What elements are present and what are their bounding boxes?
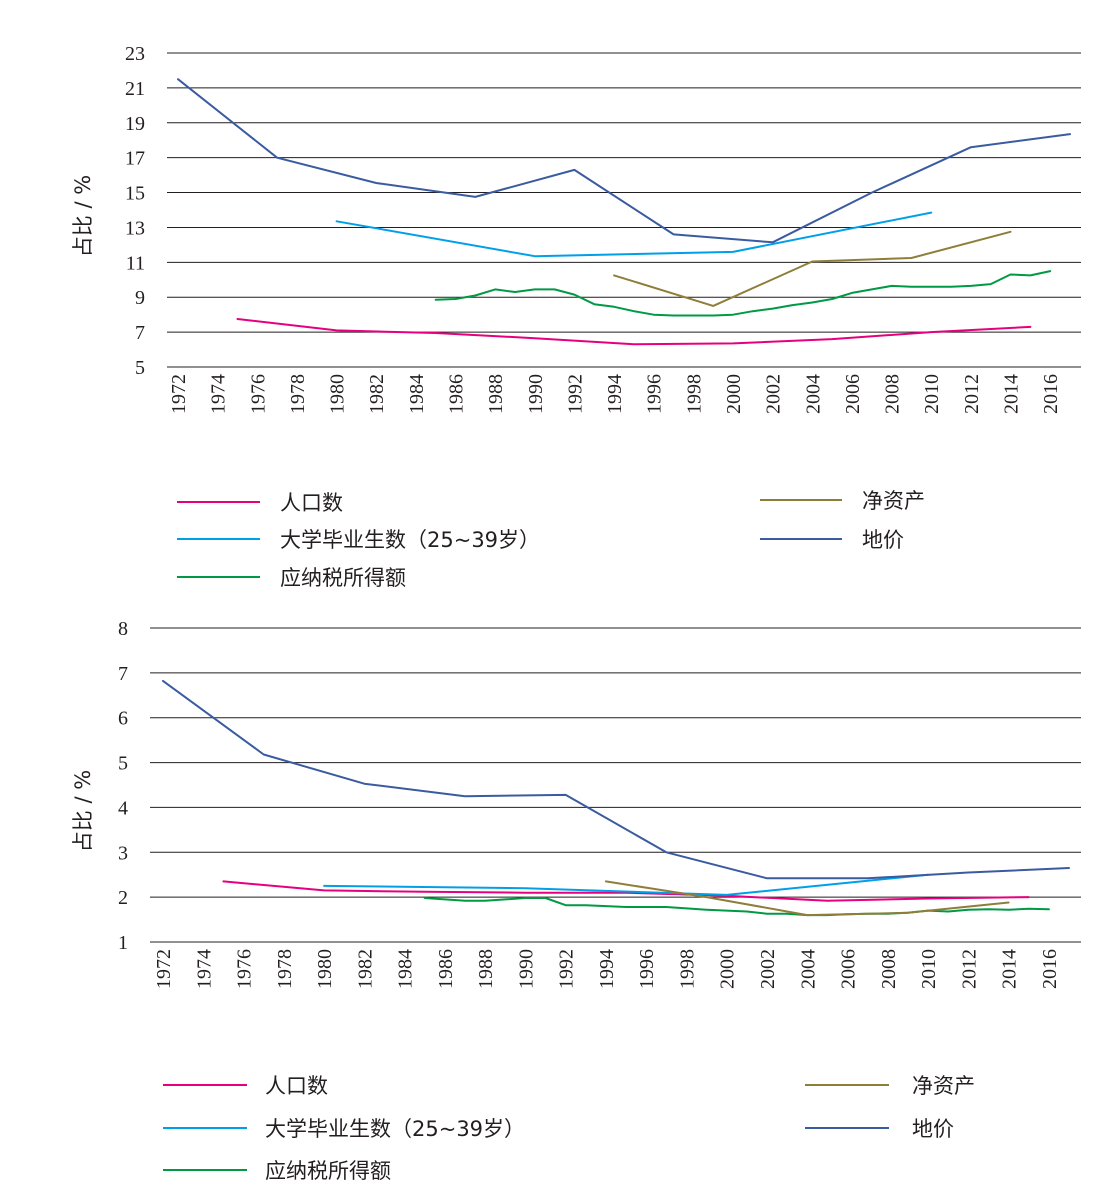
x-tick-label: 1994	[596, 949, 618, 989]
x-tick-label: 2006	[842, 374, 864, 414]
series-line	[423, 897, 1050, 917]
y-tick-label: 9	[135, 287, 145, 309]
y-tick-label: 21	[125, 78, 145, 100]
x-tick-label: 1998	[676, 949, 698, 989]
x-tick-label: 2000	[723, 374, 745, 414]
y-tick-label: 7	[135, 322, 145, 344]
x-tick-label: 1976	[247, 374, 269, 414]
y-tick-label: 17	[125, 148, 145, 170]
x-tick-label: 1976	[234, 949, 256, 989]
series-line	[162, 679, 1070, 880]
x-tick-label: 2016	[1040, 374, 1062, 414]
x-tick-label: 1972	[153, 949, 175, 989]
x-tick-label: 2010	[918, 949, 940, 989]
x-tick-label: 2004	[802, 374, 824, 414]
x-tick-label: 2004	[797, 949, 819, 989]
x-tick-label: 2006	[838, 949, 860, 989]
y-tick-label: 6	[118, 708, 128, 730]
x-tick-label: 1984	[395, 949, 417, 989]
x-tick-label: 2014	[1001, 374, 1023, 414]
x-tick-label: 1986	[435, 949, 457, 989]
x-tick-label: 1990	[525, 374, 547, 414]
y-tick-label: 11	[126, 252, 145, 274]
y-tick-label: 13	[125, 217, 145, 239]
x-tick-label: 2002	[757, 949, 779, 989]
x-tick-label: 1992	[564, 374, 586, 414]
series-line	[613, 230, 1012, 307]
series-line	[335, 211, 933, 258]
legend-label: 净资产	[862, 489, 925, 513]
x-tick-label: 1994	[604, 374, 626, 414]
x-tick-label: 2012	[958, 949, 980, 989]
x-tick-label: 1972	[168, 374, 190, 414]
x-tick-label: 2008	[882, 374, 904, 414]
series-line	[222, 880, 1030, 902]
legend-label: 人口数	[280, 491, 343, 515]
x-tick-label: 1982	[354, 949, 376, 989]
series-line	[434, 270, 1052, 317]
y-tick-label: 2	[118, 887, 128, 909]
x-tick-label: 2012	[961, 374, 983, 414]
series-line	[604, 880, 1010, 917]
x-tick-label: 2008	[878, 949, 900, 989]
legend-label: 地价	[912, 1117, 954, 1141]
y-axis-title: 占比 / %	[71, 770, 95, 852]
y-tick-label: 19	[125, 113, 145, 135]
legend-label: 地价	[862, 528, 904, 552]
series-line	[177, 78, 1071, 244]
y-tick-label: 5	[118, 753, 128, 775]
x-tick-label: 1978	[274, 949, 296, 989]
x-tick-label: 2002	[763, 374, 785, 414]
y-tick-label: 5	[135, 357, 145, 379]
x-tick-label: 1998	[683, 374, 705, 414]
x-tick-label: 1978	[287, 374, 309, 414]
x-tick-label: 1982	[366, 374, 388, 414]
chart-top: 5 7 9 11 13 15 17 19 21 23 1972 1974 1976 1978 1980 198…	[71, 43, 1081, 590]
y-tick-label: 7	[118, 663, 128, 685]
y-tick-label: 15	[125, 183, 145, 205]
series-line	[323, 873, 930, 896]
legend-label: 应纳税所得额	[280, 566, 406, 590]
legend-label: 人口数	[265, 1074, 328, 1098]
x-tick-label: 1992	[556, 949, 578, 989]
x-tick-label: 1996	[644, 374, 666, 414]
x-tick-label: 1986	[446, 374, 468, 414]
x-tick-label: 1974	[208, 374, 230, 414]
x-tick-label: 1988	[475, 949, 497, 989]
y-tick-label: 23	[125, 43, 145, 65]
series-line	[236, 318, 1032, 346]
y-tick-label: 3	[118, 842, 128, 864]
x-tick-label: 2000	[717, 949, 739, 989]
legend-label: 大学毕业生数（25~39岁）	[280, 528, 540, 552]
x-tick-label: 1996	[636, 949, 658, 989]
legend-label: 大学毕业生数（25~39岁）	[265, 1117, 525, 1141]
x-tick-label: 1988	[485, 374, 507, 414]
x-tick-label: 2010	[921, 374, 943, 414]
legend-label: 净资产	[912, 1074, 975, 1098]
x-tick-label: 2016	[1039, 949, 1061, 989]
legend-label: 应纳税所得额	[265, 1159, 391, 1183]
y-tick-label: 4	[118, 797, 128, 819]
y-axis-title: 占比 / %	[71, 175, 95, 257]
x-tick-label: 1980	[327, 374, 349, 414]
x-tick-label: 1980	[314, 949, 336, 989]
x-tick-label: 1974	[193, 949, 215, 989]
x-tick-label: 1990	[515, 949, 537, 989]
chart-bottom: 1 2 3 4 5 6 7 8 1972 1974 1976 1978 1980 1982 1984 1986…	[71, 618, 1081, 1183]
x-tick-label: 2014	[999, 949, 1021, 989]
y-tick-label: 1	[118, 932, 128, 954]
x-tick-label: 1984	[406, 374, 428, 414]
y-tick-label: 8	[118, 618, 128, 640]
